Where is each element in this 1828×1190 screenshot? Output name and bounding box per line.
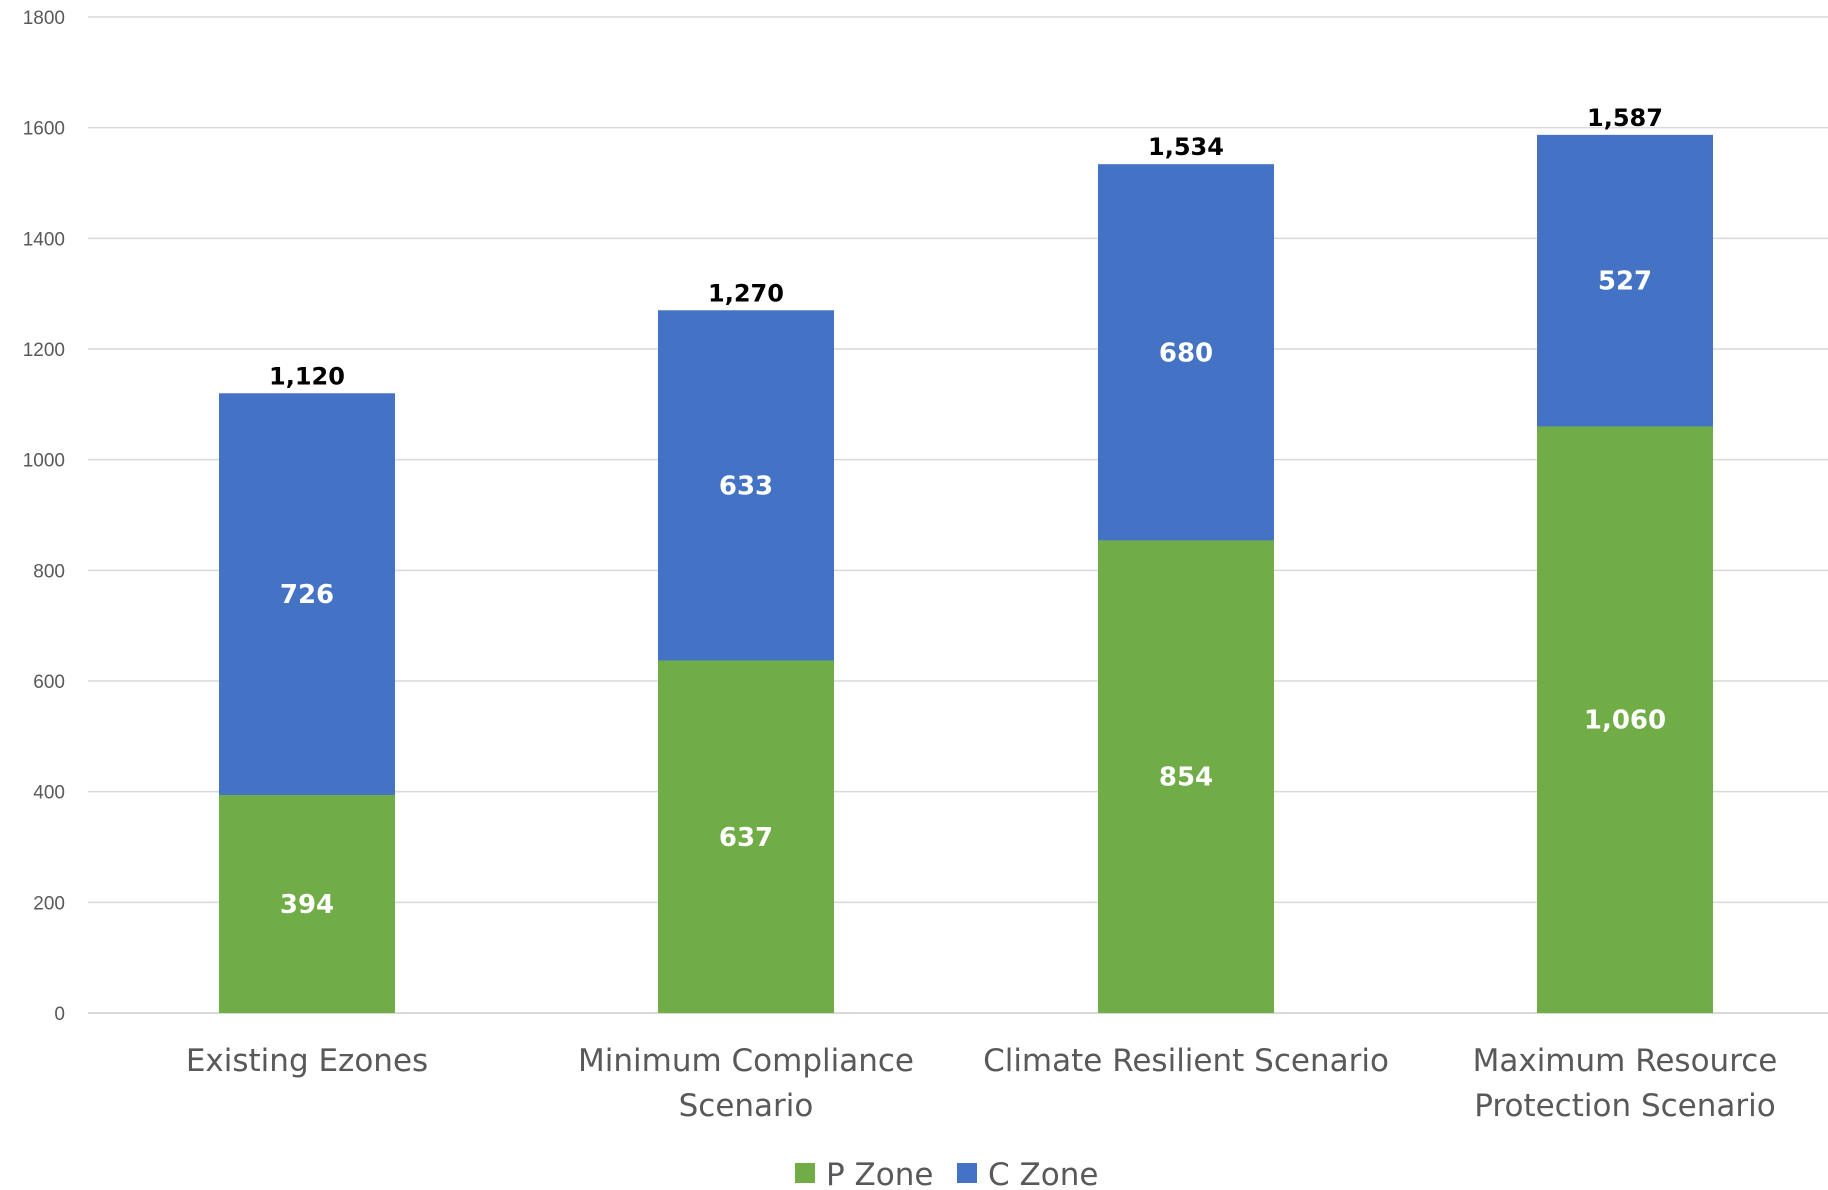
legend-swatch-c-zone <box>957 1163 977 1183</box>
segment-value-label: 637 <box>719 823 773 853</box>
segment-value-label: 726 <box>280 580 334 610</box>
y-tick-label: 200 <box>33 893 65 914</box>
bars <box>219 134 1713 1013</box>
x-axis-categories: Existing Ezones Minimum Compliance Scenari… <box>186 1043 1778 1124</box>
y-tick-label: 400 <box>33 783 65 804</box>
segment-value-label: 527 <box>1598 267 1652 297</box>
bar-segment-p-zone <box>1537 426 1713 1013</box>
total-value-label: 1,534 <box>1148 133 1224 161</box>
bar-segment-c-zone <box>1537 134 1713 427</box>
y-tick-label: 1000 <box>23 451 65 472</box>
category-label: Maximum Resource <box>1473 1043 1778 1079</box>
bar-segment-p-zone <box>219 794 395 1013</box>
legend-label: P Zone <box>826 1157 933 1190</box>
bar-segment-p-zone <box>658 660 834 1013</box>
y-axis-ticks: 0 200 400 600 800 1000 1200 1400 1600 1800 <box>23 8 65 1025</box>
y-tick-label: 1600 <box>23 119 65 140</box>
category-label: Minimum Compliance <box>578 1043 914 1079</box>
legend-swatch-p-zone <box>795 1163 815 1183</box>
total-value-label: 1,270 <box>708 279 784 307</box>
category-label: Scenario <box>679 1088 814 1124</box>
total-value-label: 1,120 <box>269 362 345 390</box>
y-tick-label: 1800 <box>23 8 65 29</box>
segment-value-label: 394 <box>280 890 334 920</box>
total-value-label: 1,587 <box>1587 104 1663 132</box>
y-tick-label: 800 <box>33 561 65 582</box>
legend-label: C Zone <box>988 1157 1098 1190</box>
segment-value-label: 633 <box>719 471 773 501</box>
segment-value-label: 1,060 <box>1584 706 1666 736</box>
segment-value-label: 854 <box>1159 763 1213 793</box>
category-label: Existing Ezones <box>186 1043 428 1079</box>
y-tick-label: 0 <box>54 1004 65 1025</box>
category-label: Protection Scenario <box>1474 1088 1775 1124</box>
legend: P Zone C Zone <box>795 1157 1098 1190</box>
y-tick-label: 1400 <box>23 229 65 250</box>
bar-segment-c-zone <box>658 310 834 661</box>
y-tick-label: 600 <box>33 672 65 693</box>
bar-segment-p-zone <box>1098 540 1274 1013</box>
bar-segment-c-zone <box>1098 164 1274 541</box>
category-label: Climate Resilient Scenario <box>983 1043 1389 1079</box>
data-labels: 394 726 1,120 637 633 1,270 854 680 1,534 1,060 52… <box>269 104 1666 920</box>
bar-segment-c-zone <box>219 393 395 795</box>
y-tick-label: 1200 <box>23 340 65 361</box>
segment-value-label: 680 <box>1159 338 1213 368</box>
